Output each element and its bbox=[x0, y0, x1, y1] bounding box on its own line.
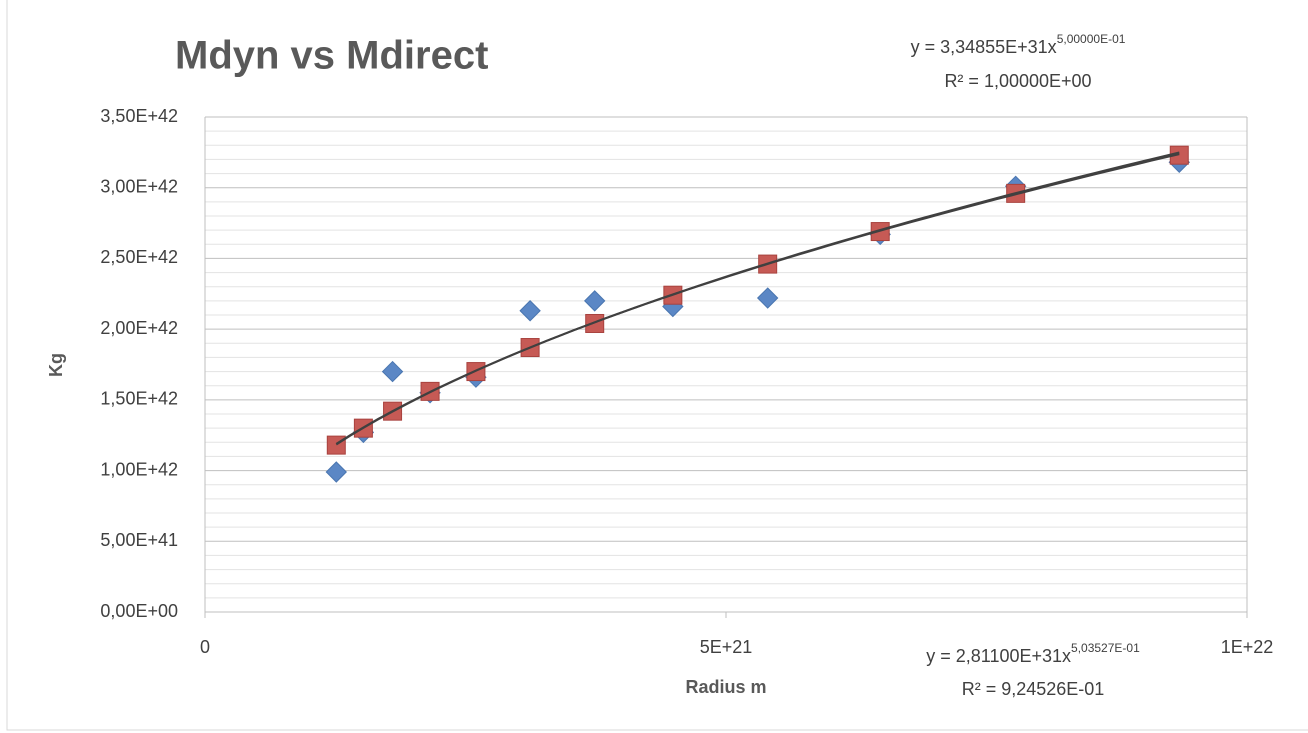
trendline bbox=[335, 151, 1180, 446]
y-tick-label: 0,00E+00 bbox=[100, 601, 178, 621]
diamond-marker bbox=[381, 360, 404, 383]
y-tick-label: 2,00E+42 bbox=[100, 318, 178, 338]
trendline-r2: R² = 9,24526E-01 bbox=[962, 679, 1105, 699]
square-marker bbox=[585, 313, 605, 333]
x-tick-label: 5E+21 bbox=[700, 637, 753, 657]
x-tick-label: 1E+22 bbox=[1221, 637, 1274, 657]
x-axis-label: Radius m bbox=[685, 677, 766, 697]
y-tick-label: 2,50E+42 bbox=[100, 247, 178, 267]
equation-exponent: 5,03527E-01 bbox=[1071, 641, 1140, 655]
chart-frame bbox=[6, 0, 1308, 731]
y-tick-label: 1,50E+42 bbox=[100, 389, 178, 409]
diamond-marker bbox=[584, 290, 606, 312]
y-tick-label: 3,00E+42 bbox=[100, 176, 178, 196]
y-tick-label: 5,00E+41 bbox=[100, 530, 178, 550]
x-tick-label: 0 bbox=[200, 637, 210, 657]
diamond-marker bbox=[519, 300, 541, 322]
y-tick-label: 1,00E+42 bbox=[100, 459, 178, 479]
trendline-r2: R² = 1,00000E+00 bbox=[944, 71, 1091, 91]
diamond-marker bbox=[756, 287, 779, 309]
equation-text: y = 2,81100E+31x bbox=[926, 646, 1071, 666]
trendline-equation: y = 3,34855E+31x5,00000E-01 bbox=[911, 32, 1126, 57]
y-tick-label: 3,50E+42 bbox=[100, 106, 178, 126]
diamond-marker bbox=[325, 461, 347, 483]
trendline-equation: y = 2,81100E+31x5,03527E-01 bbox=[926, 641, 1140, 666]
equation-exponent: 5,00000E-01 bbox=[1057, 32, 1126, 46]
equation-text: y = 3,34855E+31x bbox=[911, 37, 1057, 57]
y-axis-label: Kg bbox=[46, 353, 66, 377]
chart-title: Mdyn vs Mdirect bbox=[175, 34, 488, 78]
